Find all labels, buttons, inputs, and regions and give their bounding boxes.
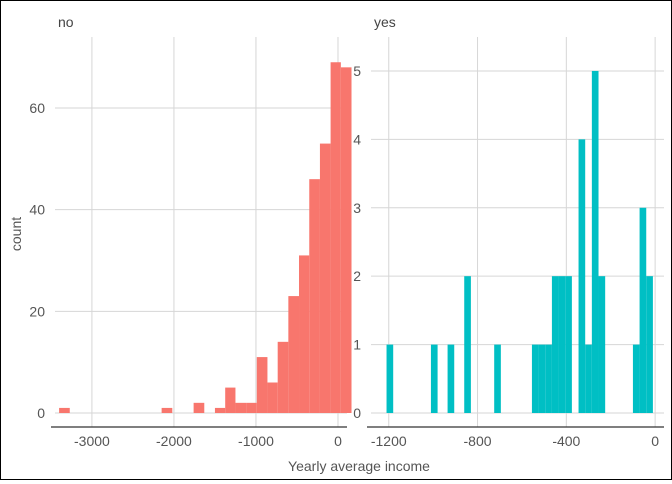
panel-title-no: no [58,14,74,30]
x-tick-label-no-3: 0 [334,433,342,449]
histogram-bar-no-8 [267,382,278,413]
histogram-bar-yes-7 [545,344,552,413]
histogram-bar-yes-3 [464,276,471,413]
y-tick-label-yes-3: 3 [353,200,361,216]
x-tick-label-no-1: -2000 [156,433,192,449]
x-tick-label-yes-3: 0 [651,433,659,449]
histogram-bar-yes-2 [447,344,455,413]
histogram-bar-yes-1 [430,344,438,413]
histogram-bar-no-15 [340,67,352,413]
histogram-bar-no-11 [299,255,310,413]
histogram-bar-yes-14 [598,276,606,413]
x-tick-label-no-0: -3000 [74,433,110,449]
y-axis-title: count [8,217,24,251]
histogram-bar-yes-15 [632,344,640,413]
y-tick-label-no-2: 40 [29,202,45,218]
histogram-bar-no-0 [59,407,70,413]
histogram-bar-no-12 [309,179,320,413]
histogram-bar-yes-10 [565,276,572,413]
histogram-bar-yes-5 [531,344,539,413]
histogram-bar-yes-13 [591,70,599,414]
histogram-bar-no-7 [256,357,268,413]
y-tick-label-yes-1: 1 [353,337,361,353]
histogram-bar-yes-6 [538,344,546,413]
histogram-bar-yes-9 [558,276,566,413]
y-tick-label-yes-5: 5 [353,63,361,79]
panel-no: no -3000 -2000 -1000 0 0 20 40 60 [29,14,352,449]
histogram-bar-no-3 [214,407,226,413]
histogram-bar-no-14 [330,62,341,413]
histogram-bar-yes-11 [578,139,586,413]
histogram-bar-no-5 [235,402,247,413]
histogram-bar-no-13 [319,143,331,414]
y-tick-label-no-1: 20 [29,303,45,319]
histogram-bar-yes-12 [585,344,592,413]
y-tick-label-yes-2: 2 [353,268,361,284]
histogram-bar-yes-8 [551,276,559,413]
histogram-bar-yes-17 [646,276,653,413]
y-tick-label-yes-4: 4 [353,131,361,147]
x-tick-label-no-2: -1000 [238,433,274,449]
histogram-bar-no-6 [246,402,257,413]
y-tick-label-no-3: 60 [29,100,45,116]
histogram-bar-no-4 [225,387,236,413]
panel-title-yes: yes [374,14,396,30]
histogram-bar-no-1 [161,407,173,413]
histogram-bar-yes-16 [639,207,647,413]
y-tick-label-no-0: 0 [37,405,45,421]
x-tick-label-yes-1: -800 [464,433,492,449]
x-tick-label-yes-0: -1200 [371,433,407,449]
x-tick-label-yes-2: -400 [552,433,580,449]
histogram-bar-yes-0 [386,344,394,413]
x-axis-title: Yearly average income [288,458,430,474]
histogram-bar-no-10 [288,296,300,413]
histogram-bar-no-2 [193,402,205,413]
histogram-bar-yes-4 [494,344,501,413]
y-tick-label-yes-0: 0 [353,405,361,421]
histogram-bar-no-9 [277,341,289,413]
panel-yes: yes -1200 -800 -400 0 0 1 2 3 4 5 [353,14,664,449]
